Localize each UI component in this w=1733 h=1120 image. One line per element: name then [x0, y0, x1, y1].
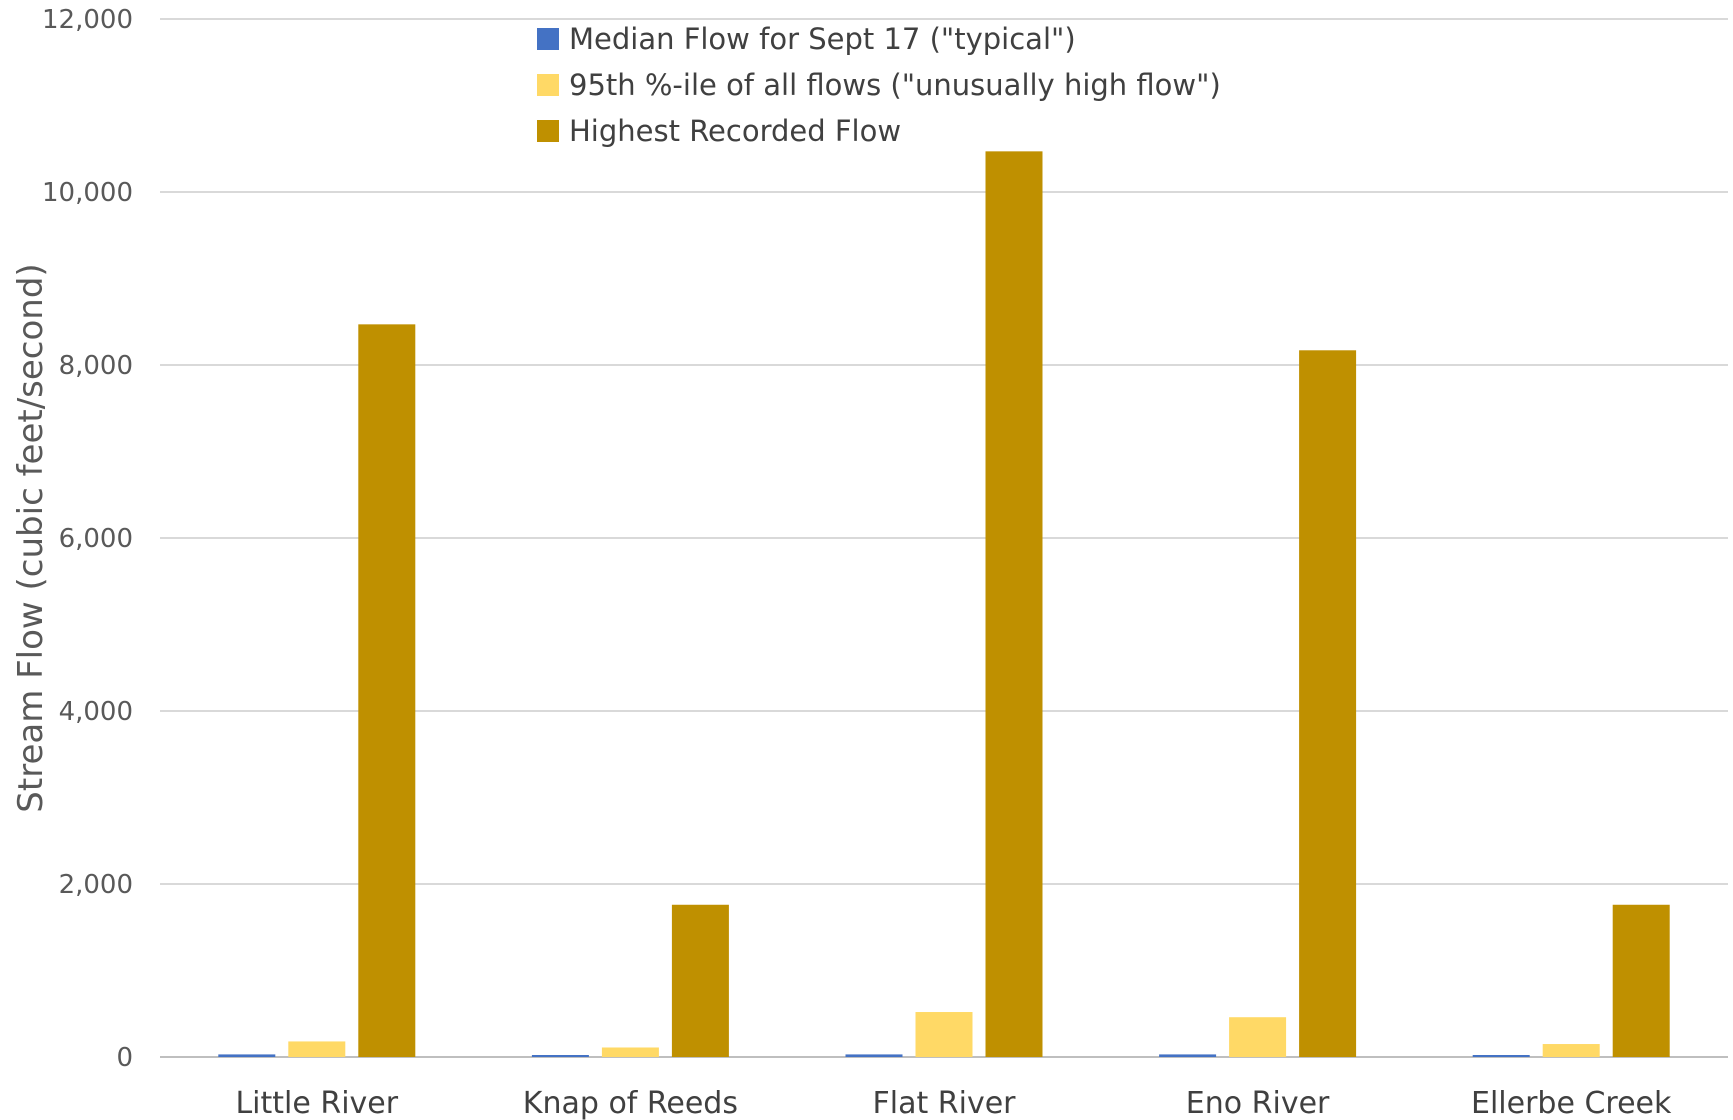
bar — [218, 1054, 276, 1057]
bar — [671, 904, 729, 1057]
y-tick-label: 0 — [116, 1043, 133, 1073]
x-axis-categories: Little River Knap of Reeds Flat River Eno R… — [235, 1086, 1672, 1120]
bar — [358, 324, 416, 1058]
bars — [218, 151, 1670, 1058]
legend-label: Highest Recorded Flow — [569, 114, 901, 148]
legend-label: Median Flow for Sept 17 ("typical") — [569, 22, 1076, 56]
legend-swatch — [537, 120, 559, 142]
legend: Median Flow for Sept 17 ("typical") 95th … — [537, 22, 1221, 148]
y-tick-label: 8,000 — [59, 351, 133, 381]
bar — [531, 1055, 589, 1057]
y-axis-ticks: 0 2,000 4,000 6,000 8,000 10,000 12,000 — [42, 5, 133, 1073]
y-tick-label: 12,000 — [42, 5, 133, 35]
gridlines — [160, 18, 1728, 1058]
bar — [845, 1054, 903, 1057]
legend-label: 95th %-ile of all flows ("unusually high… — [569, 68, 1221, 102]
x-category-label: Flat River — [873, 1086, 1017, 1120]
y-tick-label: 4,000 — [59, 697, 133, 727]
bar — [1612, 904, 1670, 1057]
y-tick-label: 6,000 — [59, 524, 133, 554]
x-category-label: Ellerbe Creek — [1471, 1086, 1672, 1120]
bar — [1472, 1055, 1530, 1057]
x-category-label: Eno River — [1186, 1086, 1330, 1120]
legend-swatch — [537, 28, 559, 50]
x-category-label: Knap of Reeds — [523, 1086, 738, 1120]
bar — [985, 151, 1043, 1058]
bar — [288, 1041, 346, 1057]
bar — [601, 1047, 659, 1057]
legend-swatch — [537, 74, 559, 96]
bar — [1229, 1017, 1287, 1057]
x-category-label: Little River — [235, 1086, 398, 1120]
y-tick-label: 10,000 — [42, 178, 133, 208]
bar — [1159, 1054, 1217, 1057]
y-axis-title: Stream Flow (cubic feet/second) — [11, 263, 51, 812]
y-tick-label: 2,000 — [59, 870, 133, 900]
bar — [1299, 350, 1357, 1057]
bar — [915, 1012, 973, 1057]
bar — [1542, 1044, 1600, 1057]
